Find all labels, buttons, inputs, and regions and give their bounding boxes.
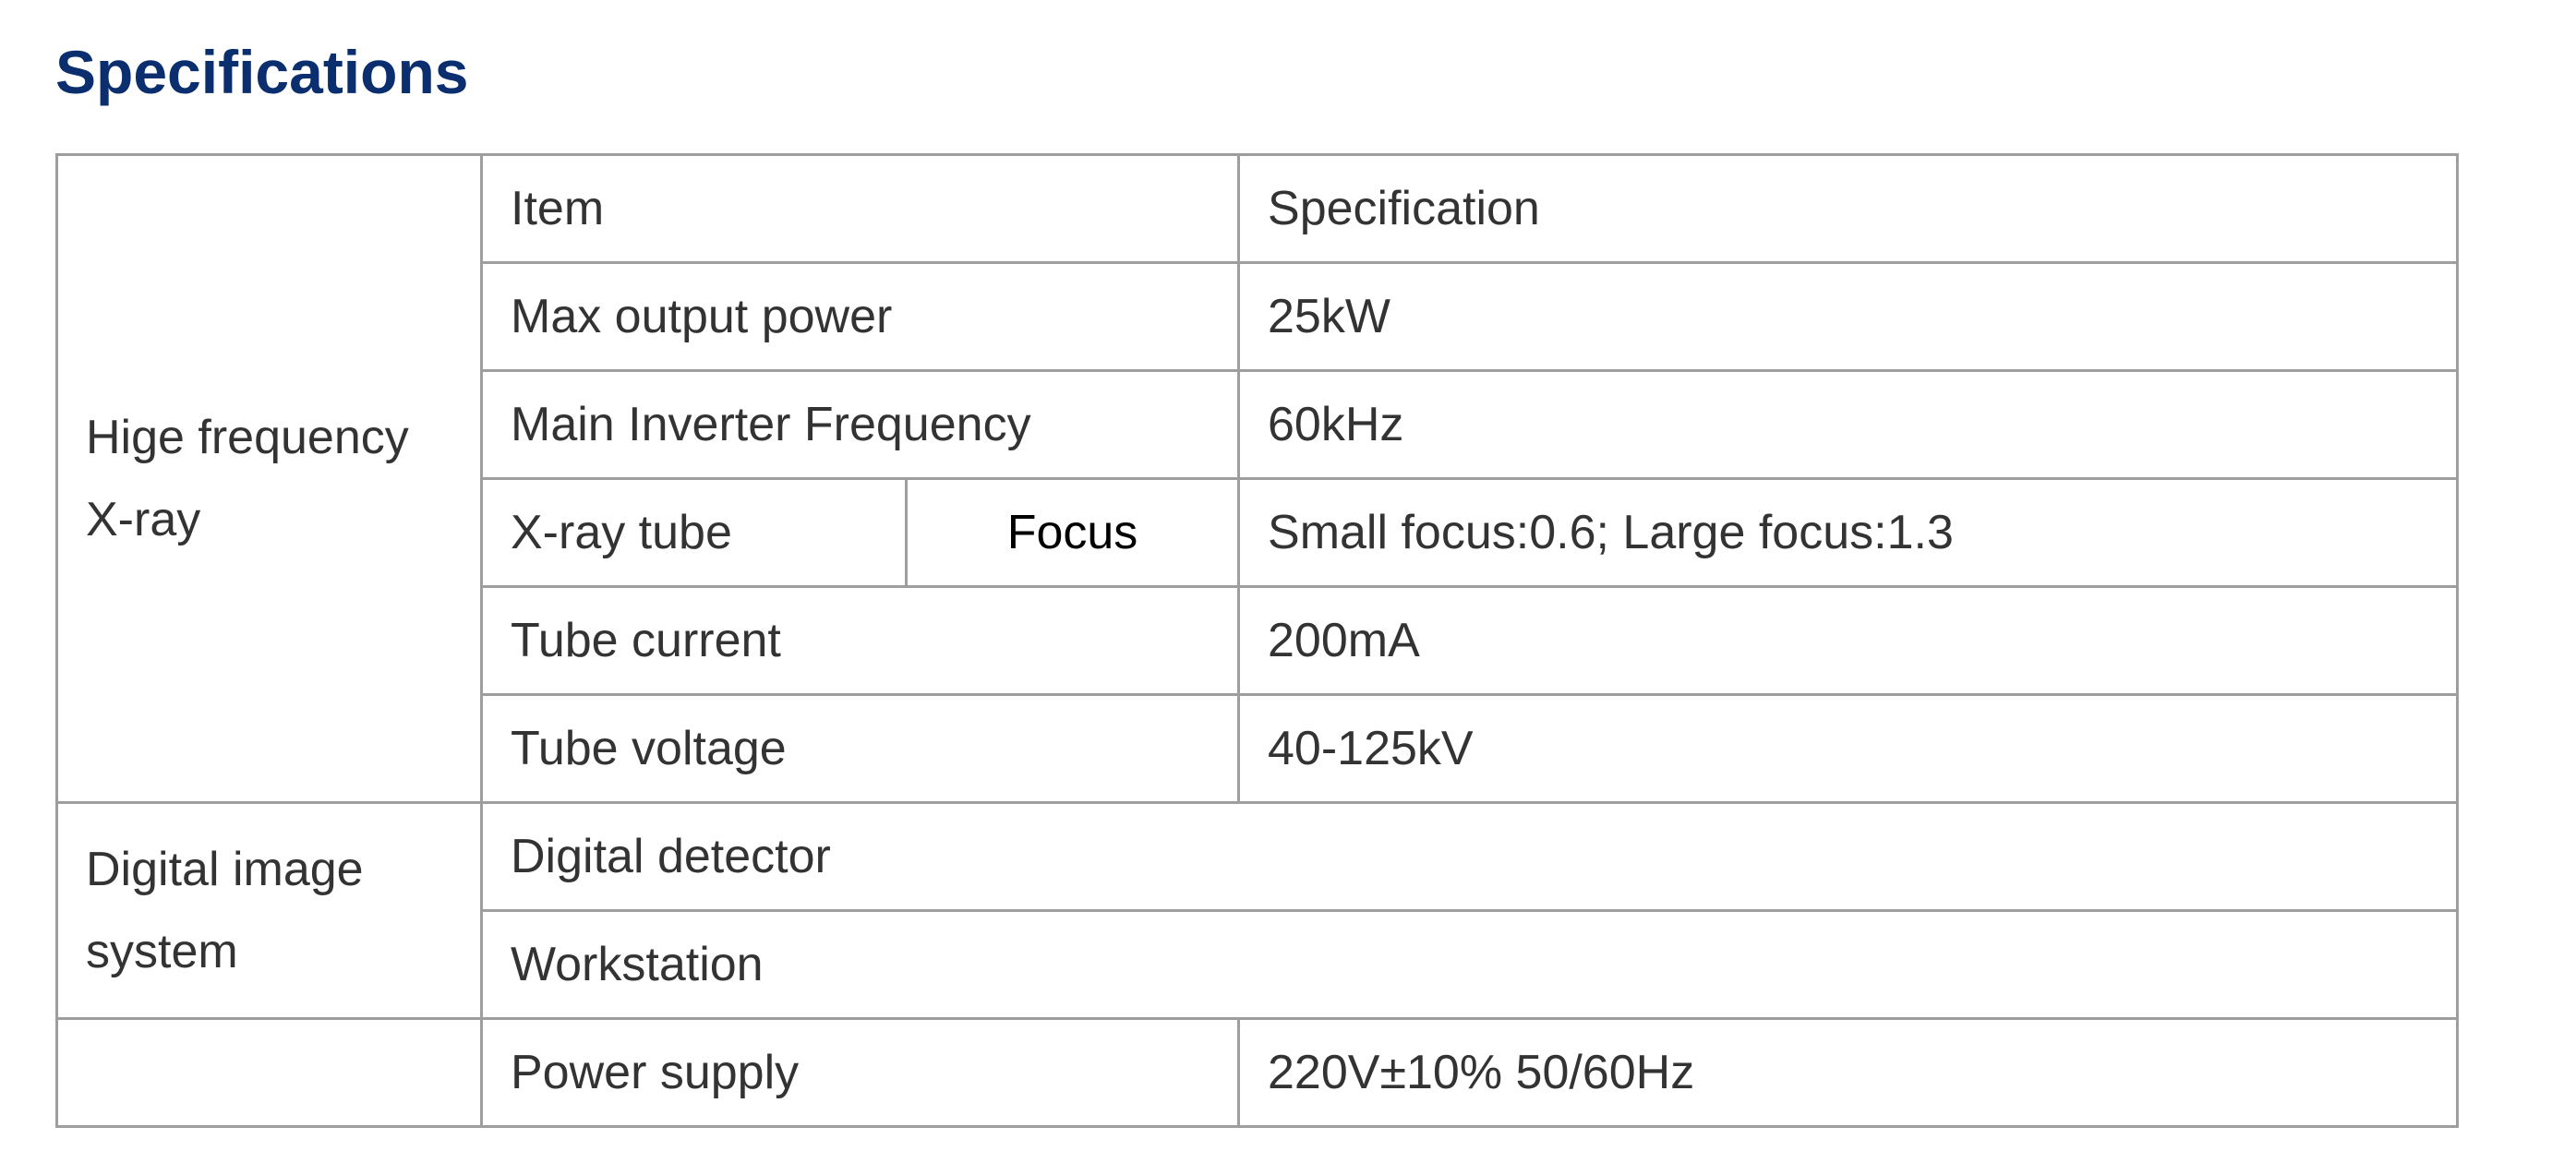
section-label-digital: Digital image system	[57, 803, 482, 1019]
table-row: Digital image system Digital detector	[57, 803, 2458, 911]
cell-spec: 40-125kV	[1239, 695, 2458, 803]
page-title: Specifications	[55, 37, 2521, 107]
cell-spec: 200mA	[1239, 587, 2458, 695]
cell-spec: 25kW	[1239, 263, 2458, 371]
specifications-table: Hige frequency X-ray Item Specification …	[55, 153, 2459, 1128]
table-row: Power supply 220V±10% 50/60Hz	[57, 1019, 2458, 1127]
cell-item: Tube voltage	[482, 695, 1239, 803]
cell-item: Digital detector	[482, 803, 2458, 911]
cell-empty	[57, 1019, 482, 1127]
cell-item: Workstation	[482, 911, 2458, 1019]
cell-spec: 60kHz	[1239, 371, 2458, 479]
cell-item: Main Inverter Frequency	[482, 371, 1239, 479]
cell-item: Item	[482, 155, 1239, 263]
cell-item-a: X-ray tube	[482, 479, 907, 587]
cell-item: Max output power	[482, 263, 1239, 371]
cell-item: Power supply	[482, 1019, 1239, 1127]
cell-spec: 220V±10% 50/60Hz	[1239, 1019, 2458, 1127]
table-row: Hige frequency X-ray Item Specification	[57, 155, 2458, 263]
cell-spec: Small focus:0.6; Large focus:1.3	[1239, 479, 2458, 587]
cell-spec: Specification	[1239, 155, 2458, 263]
section-label-xray: Hige frequency X-ray	[57, 155, 482, 803]
cell-item: Tube current	[482, 587, 1239, 695]
cell-item-b: Focus	[907, 479, 1239, 587]
